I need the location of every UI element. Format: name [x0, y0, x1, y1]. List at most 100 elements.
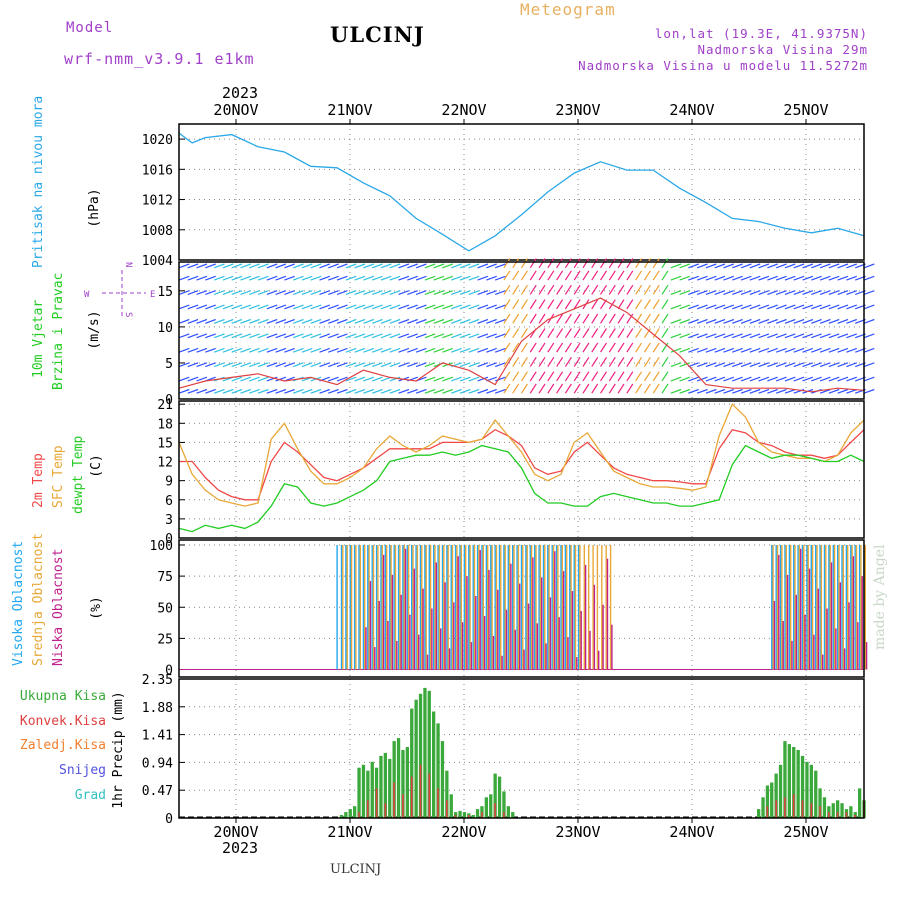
wind-barb [240, 388, 252, 394]
wind-barb [249, 362, 260, 368]
wind-barb [520, 356, 528, 367]
wind-barb [433, 318, 445, 324]
compass-east: E [150, 290, 155, 300]
conv-precip-bar [775, 800, 777, 818]
wind-barb [749, 362, 761, 368]
wind-barb [407, 263, 418, 269]
wind-barb [494, 347, 506, 353]
wind-barb [837, 376, 849, 382]
wind-barb [266, 318, 278, 324]
wind-barb [310, 388, 322, 394]
cloud-frame [178, 539, 865, 678]
wind-barb [178, 333, 190, 339]
wind-barb [328, 290, 339, 296]
footer-station: ULCINJ [330, 862, 382, 877]
wind-barb [643, 328, 651, 339]
wind-barb [793, 263, 805, 269]
wind-barb [564, 356, 572, 367]
legend-freezing-rain: Zaledj.Kisa [20, 738, 106, 753]
wind-barb [512, 270, 520, 281]
wind-barb [828, 304, 840, 310]
wind-barb [415, 362, 427, 368]
wind-barb [828, 333, 840, 339]
temp-ytick-label: 15 [157, 436, 173, 451]
wind-barb [301, 347, 313, 353]
wind-barb [784, 388, 796, 394]
wind-barb [345, 290, 357, 296]
wind-barb [424, 347, 436, 353]
wind-barb [380, 304, 392, 310]
wind-barb [196, 362, 208, 368]
wind-barb [723, 275, 735, 281]
wind-barb [477, 290, 489, 296]
wind-barb [696, 318, 708, 324]
total-precip-bar [765, 785, 770, 818]
total-precip-bar [800, 755, 805, 818]
wind-barb [547, 284, 555, 295]
wind-barb [767, 304, 778, 310]
wind-barb [635, 383, 643, 394]
bottom-day-label: 22NOV [441, 823, 486, 841]
wind-barb [231, 304, 243, 310]
wind-barb [196, 347, 208, 353]
wind-barb [178, 275, 190, 281]
wind-barb [328, 376, 339, 382]
wind-barb [389, 333, 401, 339]
wind-barb [538, 383, 546, 394]
wind-barb [512, 299, 520, 310]
wind-barb [837, 318, 849, 324]
wind-barb [363, 263, 375, 269]
wind-barb [415, 333, 427, 339]
wind-barb [503, 383, 511, 394]
wind-barb [240, 376, 252, 382]
wind-barb [635, 342, 643, 353]
wind-barb [389, 347, 401, 353]
wind-barb [837, 362, 849, 368]
wind-barb [459, 304, 471, 310]
wind-barb [503, 284, 511, 295]
wind-barb [775, 362, 787, 368]
top-day-labels: 20NOV 21NOV 22NOV 23NOV 24NOV 25NOV [213, 101, 829, 124]
wind-barb [266, 304, 278, 310]
wind-ytick-label: 5 [165, 357, 173, 372]
wind-barb [661, 342, 669, 353]
wind-barb [600, 313, 608, 324]
wind-barb [468, 275, 480, 281]
wind-barb [819, 263, 831, 269]
wind-barb [354, 263, 366, 269]
wind-barb [688, 290, 699, 296]
wind-barb [758, 362, 770, 368]
wind-barb [451, 333, 462, 339]
wind-barb [389, 318, 401, 324]
wind-barb [213, 263, 225, 269]
wind-barb [354, 333, 366, 339]
precip-ylabel: 1hr Precip (mm) [111, 691, 126, 808]
wind-barb [292, 388, 304, 394]
wind-barb [863, 333, 875, 339]
wind-barb [415, 318, 427, 324]
wind-barb [345, 347, 357, 353]
wind-barb [749, 347, 761, 353]
wind-barb [819, 347, 831, 353]
wind-barb [714, 263, 726, 269]
pressure-label: Pritisak na nivou mora [31, 96, 46, 268]
wind-barb [222, 333, 234, 339]
wind-barb [512, 284, 520, 295]
top-day-label: 24NOV [669, 101, 714, 119]
wind-unit: (m/s) [87, 310, 102, 349]
wind-barb [310, 275, 322, 281]
wind-barb [582, 342, 590, 353]
wind-barb [196, 333, 208, 339]
wind-barb [389, 263, 401, 269]
wind-barb [415, 290, 427, 296]
wind-barb [608, 328, 616, 339]
wind-barb [486, 304, 497, 310]
wind-barb [582, 270, 590, 281]
total-precip-bar [792, 747, 796, 818]
wind-barb [819, 388, 831, 394]
total-precip-bar [440, 741, 445, 818]
wind-barb [380, 362, 392, 368]
total-precip-bar [449, 794, 453, 818]
wind-barb [661, 356, 669, 367]
wind-barb [363, 362, 375, 368]
